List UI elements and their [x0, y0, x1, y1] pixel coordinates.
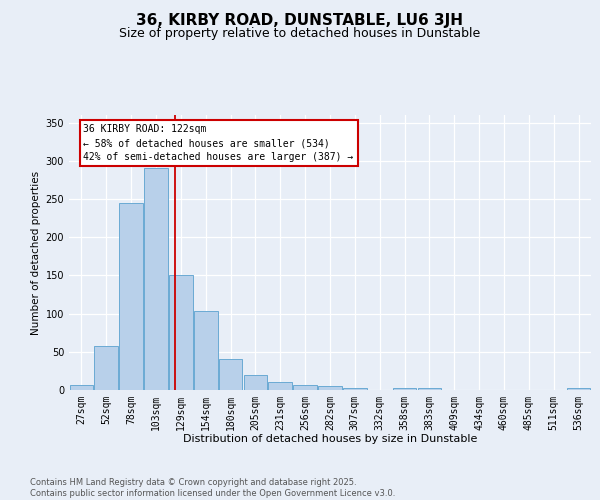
Bar [219, 358, 242, 390]
X-axis label: Distribution of detached houses by size in Dunstable: Distribution of detached houses by size … [183, 434, 477, 444]
Text: 36, KIRBY ROAD, DUNSTABLE, LU6 3JH: 36, KIRBY ROAD, DUNSTABLE, LU6 3JH [137, 12, 464, 28]
Bar [169, 276, 193, 390]
Bar [119, 203, 143, 390]
Bar [94, 346, 118, 390]
Text: Contains HM Land Registry data © Crown copyright and database right 2025.
Contai: Contains HM Land Registry data © Crown c… [30, 478, 395, 498]
Bar [268, 382, 292, 390]
Text: Size of property relative to detached houses in Dunstable: Size of property relative to detached ho… [119, 28, 481, 40]
Bar [567, 388, 590, 390]
Y-axis label: Number of detached properties: Number of detached properties [31, 170, 41, 334]
Bar [418, 388, 441, 390]
Bar [293, 386, 317, 390]
Bar [343, 388, 367, 390]
Bar [70, 384, 93, 390]
Bar [144, 168, 168, 390]
Bar [244, 376, 267, 390]
Bar [393, 388, 416, 390]
Bar [194, 312, 218, 390]
Text: 36 KIRBY ROAD: 122sqm
← 58% of detached houses are smaller (534)
42% of semi-det: 36 KIRBY ROAD: 122sqm ← 58% of detached … [83, 124, 353, 162]
Bar [318, 386, 342, 390]
